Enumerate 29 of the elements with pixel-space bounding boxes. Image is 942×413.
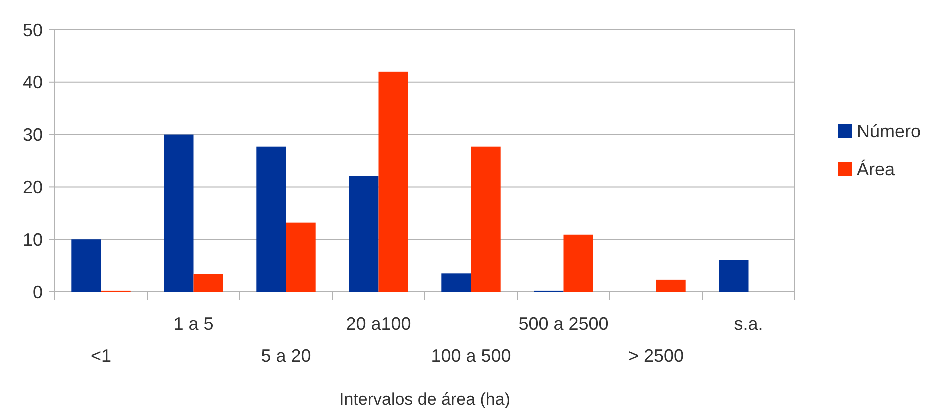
x-tick-label: 500 a 2500 (518, 314, 609, 334)
bar (194, 274, 224, 292)
bar (378, 72, 408, 292)
bar (349, 176, 379, 292)
y-tick-label: 10 (22, 230, 43, 250)
bar (442, 274, 472, 292)
legend-label: Número (857, 121, 922, 142)
x-tick-label: 5 a 20 (261, 346, 312, 366)
x-tick-label: 100 a 500 (431, 346, 512, 366)
bar (564, 234, 594, 292)
x-tick-label: 20 a100 (346, 314, 412, 334)
bar (286, 222, 316, 292)
y-tick-label: 50 (22, 20, 43, 40)
x-tick-label: <1 (90, 346, 112, 366)
y-tick-label: 40 (22, 72, 43, 93)
y-tick-label: 30 (22, 125, 43, 146)
y-tick-label: 20 (22, 178, 43, 198)
x-axis-title: Intervalos de área (ha) (339, 390, 511, 409)
bar (72, 240, 102, 292)
bar (471, 146, 501, 292)
y-tick-label: 0 (32, 282, 43, 302)
bar (656, 280, 686, 292)
x-tick-label: s.a. (734, 314, 764, 334)
bar (719, 260, 749, 292)
legend-label: Área (857, 159, 896, 180)
x-tick-label: > 2500 (628, 346, 684, 366)
bar (164, 134, 194, 292)
bar (256, 146, 286, 292)
x-tick-label: 1 a 5 (174, 314, 214, 334)
